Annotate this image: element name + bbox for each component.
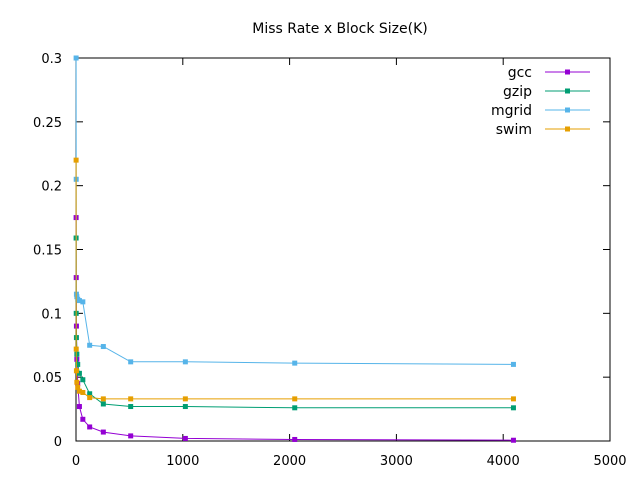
data-point [80,389,86,395]
data-point [182,404,188,410]
y-tick-label: 0.25 [33,116,62,131]
data-point [182,435,188,441]
series-line-gzip [75,237,514,409]
x-tick-label: 0 [72,454,80,469]
legend-label-gzip: gzip [503,84,532,100]
data-point [74,379,80,385]
data-point [80,416,86,422]
chart-title: Miss Rate x Block Size(K) [252,21,427,37]
series-line-mgrid [75,57,514,365]
data-point [75,384,81,390]
legend-label-gcc: gcc [508,65,532,81]
data-point [510,396,516,402]
plot-area [73,55,516,443]
data-point [100,344,106,350]
data-point [292,436,298,442]
legend-marker-mgrid [565,107,570,113]
x-tick-label: 3000 [380,454,413,469]
data-point [292,405,298,411]
data-point [100,401,106,407]
legend-marker-gzip [565,88,570,94]
y-tick-label: 0.05 [33,371,62,386]
y-tick-label: 0.15 [33,244,62,259]
data-point [73,55,79,61]
x-tick-label: 2000 [273,454,306,469]
legend-marker-gcc [565,69,570,75]
legend: gcc gzip mgrid swim [491,65,590,138]
data-point [292,360,298,366]
series-gzip [73,235,516,411]
legend-label-mgrid: mgrid [491,103,532,119]
y-tick-label: 0.2 [41,180,62,195]
data-point [87,342,93,348]
data-point [182,396,188,402]
data-point [182,359,188,365]
series-mgrid [73,55,516,367]
data-point [73,346,79,352]
data-point [87,395,93,401]
data-point [74,294,80,300]
y-tick-label: 0 [54,435,62,450]
axes: 0 1000 2000 3000 4000 5000 0 0.05 0.1 0.15 0.2 0.25… [33,52,627,469]
data-point [100,429,106,435]
data-point [76,370,82,376]
data-point [128,359,134,365]
data-point [73,157,79,163]
data-point [76,404,82,410]
data-point [128,404,134,410]
y-tick-label: 0.3 [41,52,62,67]
x-tick-label: 5000 [593,454,626,469]
data-point [100,396,106,402]
legend-marker-swim [565,126,570,132]
data-point [74,351,80,357]
legend-label-swim: swim [496,122,532,138]
x-tick-label: 4000 [487,454,520,469]
data-point [510,361,516,367]
x-tick-label: 1000 [166,454,199,469]
data-point [80,299,86,305]
data-point [73,368,79,374]
data-point [510,437,516,443]
data-point [87,424,93,430]
data-point [80,377,86,383]
data-point [510,405,516,411]
y-tick-label: 0.1 [41,307,62,322]
data-point [128,433,134,439]
data-point [87,391,93,397]
data-point [76,388,82,394]
data-point [75,361,81,367]
data-point [292,396,298,402]
series-swim [73,157,516,402]
data-point [128,396,134,402]
data-point [76,298,82,304]
